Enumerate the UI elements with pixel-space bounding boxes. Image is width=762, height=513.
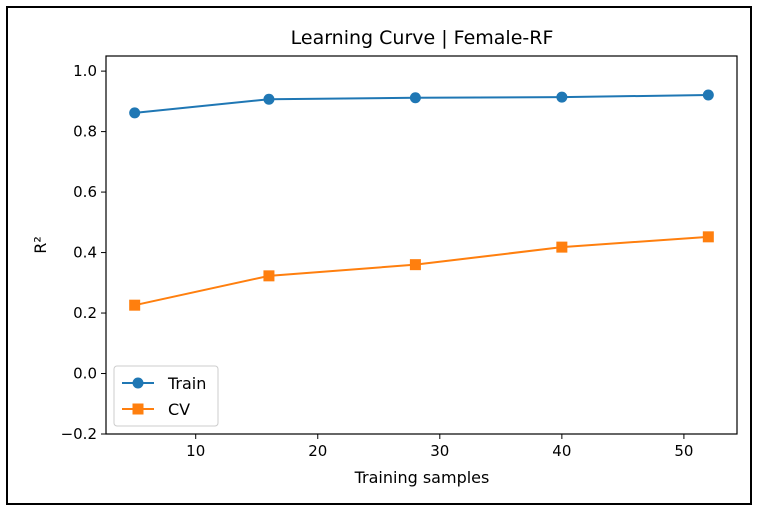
series-line-cv [134, 235, 709, 307]
learning-curve-chart: Learning Curve | Female-RF 10 20 30 40 50 −0… [31, 27, 738, 487]
data-point-cv [702, 231, 714, 243]
data-point-cv [263, 270, 275, 282]
y-axis-label: R² [31, 236, 50, 254]
x-tick-label: 20 [308, 442, 327, 460]
y-tick-label: 0.8 [73, 123, 97, 141]
data-point-train [702, 89, 714, 101]
y-tick-label: 0.0 [73, 365, 97, 383]
series-layer [129, 89, 714, 311]
y-axis: −0.2 0.0 0.2 0.4 0.6 0.8 1.0 [61, 62, 106, 443]
x-tick-label: 30 [430, 442, 449, 460]
y-tick-label: 0.4 [73, 244, 97, 262]
x-tick-label: 10 [186, 442, 205, 460]
x-tick-label: 50 [674, 442, 693, 460]
data-point-train [409, 92, 421, 104]
y-tick-label: −0.2 [61, 425, 97, 443]
data-point-train [263, 93, 275, 105]
legend-marker-cv [132, 403, 144, 415]
legend: Train CV [113, 365, 219, 427]
y-tick-label: 0.2 [73, 304, 97, 322]
x-tick-label: 40 [552, 442, 571, 460]
legend-label-train: Train [167, 374, 206, 393]
x-axis-label: Training samples [354, 468, 490, 487]
data-point-cv [409, 259, 421, 271]
data-point-train [556, 91, 568, 103]
plot-area-frame [105, 55, 738, 435]
y-tick-label: 0.6 [73, 183, 97, 201]
legend-marker-train [132, 377, 144, 389]
chart-title: Learning Curve | Female-RF [291, 27, 554, 49]
data-point-cv [129, 299, 141, 311]
x-axis: 10 20 30 40 50 [186, 434, 693, 460]
legend-label-cv: CV [168, 400, 190, 419]
data-point-cv [556, 241, 568, 253]
chart-figure: Learning Curve | Female-RF 10 20 30 40 50 −0… [6, 6, 752, 505]
data-point-train [129, 107, 141, 119]
series-line-train [134, 94, 709, 114]
y-tick-label: 1.0 [73, 62, 97, 80]
